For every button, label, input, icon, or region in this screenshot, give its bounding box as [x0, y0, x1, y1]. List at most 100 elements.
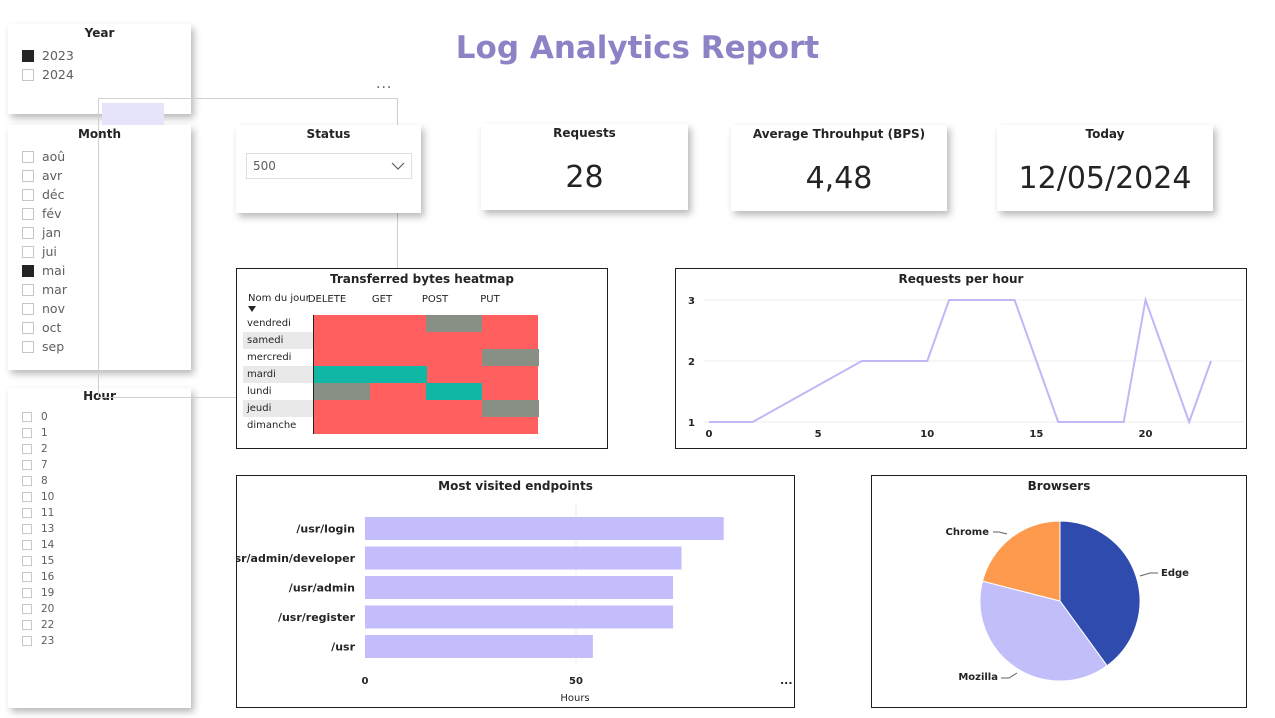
hour-item-15[interactable]: 15 — [22, 553, 54, 569]
checkbox-icon[interactable] — [22, 169, 34, 182]
checkbox-icon[interactable] — [22, 283, 34, 296]
hour-item-16[interactable]: 16 — [22, 569, 54, 585]
checkbox-icon[interactable] — [22, 245, 34, 258]
hour-item-label: 10 — [41, 491, 55, 503]
heatmap-cell[interactable] — [314, 383, 370, 400]
checkbox-icon[interactable] — [22, 340, 34, 353]
hour-item-23[interactable]: 23 — [22, 633, 54, 649]
heatmap-column-header: GET — [371, 294, 393, 305]
hour-item-label: 8 — [41, 475, 48, 487]
checkbox-icon[interactable] — [22, 150, 34, 163]
x-tick-label: 20 — [1139, 429, 1153, 440]
hour-item-2[interactable]: 2 — [22, 441, 54, 457]
month-item-label: mar — [42, 282, 67, 297]
hour-item-11[interactable]: 11 — [22, 505, 54, 521]
x-tick-label: 0 — [706, 429, 713, 440]
month-item-sep[interactable]: sep — [22, 337, 67, 356]
month-item-jan[interactable]: jan — [22, 223, 67, 242]
hour-item-label: 23 — [41, 635, 55, 647]
hour-item-1[interactable]: 1 — [22, 425, 54, 441]
checkbox-icon[interactable] — [22, 508, 32, 518]
x-tick-label: 0 — [362, 676, 369, 687]
month-item-déc[interactable]: déc — [22, 185, 67, 204]
checkbox-icon[interactable] — [22, 444, 32, 454]
checkbox-icon[interactable] — [22, 207, 34, 220]
checkbox-icon[interactable] — [22, 68, 34, 81]
status-dropdown[interactable]: 500 — [246, 153, 412, 179]
checkbox-icon[interactable] — [22, 321, 34, 334]
today-card: Today 12/05/2024 — [997, 125, 1213, 211]
heatmap-cell[interactable] — [426, 315, 482, 332]
endpoints-panel: Most visited endpoints /usr/login/usr/ad… — [236, 475, 795, 708]
checkbox-icon[interactable] — [22, 492, 32, 502]
hour-item-22[interactable]: 22 — [22, 617, 54, 633]
hour-slicer: Hour 0 1 2 7 8 10 11 13 14 15 16 19 20 22 23 — [8, 388, 191, 708]
browsers-panel: Browsers Edge Mozilla Chrome — [871, 475, 1247, 708]
checkbox-icon[interactable] — [22, 588, 32, 598]
pie-slice-chrome — [981, 520, 1061, 602]
checkbox-icon[interactable] — [22, 604, 32, 614]
month-item-mai[interactable]: mai — [22, 261, 67, 280]
month-item-mar[interactable]: mar — [22, 280, 67, 299]
checkbox-icon[interactable] — [22, 572, 32, 582]
hour-item-0[interactable]: 0 — [22, 409, 54, 425]
bar — [365, 546, 682, 570]
heatmap-row-header: Nom du jour — [248, 293, 310, 304]
checkbox-icon[interactable] — [22, 188, 34, 201]
checkbox-icon[interactable] — [22, 476, 32, 486]
checkbox-icon[interactable] — [22, 620, 32, 630]
month-item-label: déc — [42, 187, 65, 202]
year-item-label: 2023 — [42, 48, 74, 63]
sort-desc-icon[interactable] — [248, 306, 256, 312]
heatmap-column-header: PUT — [480, 294, 500, 305]
y-tick-label: 3 — [688, 296, 695, 307]
pie-slice-edge — [1059, 520, 1141, 667]
hour-item-7[interactable]: 7 — [22, 457, 54, 473]
hour-item-19[interactable]: 19 — [22, 585, 54, 601]
month-item-jui[interactable]: jui — [22, 242, 67, 261]
month-item-fév[interactable]: fév — [22, 204, 67, 223]
heatmap-column-header: DELETE — [307, 294, 347, 305]
pie-slice-mozilla — [979, 580, 1108, 682]
hour-item-8[interactable]: 8 — [22, 473, 54, 489]
year-slicer: Year 2023 2024 — [8, 24, 191, 114]
month-item-oct[interactable]: oct — [22, 318, 67, 337]
requests-card: Requests 28 — [481, 124, 688, 210]
checkbox-icon[interactable] — [22, 428, 32, 438]
checkbox-icon[interactable] — [22, 540, 32, 550]
hour-item-20[interactable]: 20 — [22, 601, 54, 617]
checkbox-icon[interactable] — [22, 49, 34, 62]
checkbox-icon[interactable] — [22, 302, 34, 315]
more-options-button[interactable]: ... — [376, 76, 393, 92]
heatmap-cell[interactable] — [482, 400, 539, 417]
bar-category-label: /usr/register — [278, 611, 356, 624]
pie-chart-title: Browsers — [1027, 479, 1091, 493]
month-item-label: jan — [42, 225, 62, 240]
bar-category-label: /usr/admin/developer — [237, 552, 356, 565]
heatmap-cell[interactable] — [426, 383, 482, 400]
checkbox-icon[interactable] — [22, 412, 32, 422]
month-item-nov[interactable]: nov — [22, 299, 67, 318]
checkbox-icon[interactable] — [22, 556, 32, 566]
hour-item-14[interactable]: 14 — [22, 537, 54, 553]
hour-item-label: 0 — [41, 411, 48, 423]
month-item-aoû[interactable]: aoû — [22, 147, 67, 166]
checkbox-icon[interactable] — [22, 460, 32, 470]
chevron-down-icon — [391, 162, 405, 170]
checkbox-icon[interactable] — [22, 636, 32, 646]
year-item-2024[interactable]: 2024 — [22, 65, 74, 84]
month-item-avr[interactable]: avr — [22, 166, 67, 185]
hour-item-label: 20 — [41, 603, 55, 615]
heatmap-cell[interactable] — [482, 349, 539, 366]
leader-line — [993, 531, 1008, 535]
year-item-2023[interactable]: 2023 — [22, 46, 74, 65]
checkbox-icon[interactable] — [22, 524, 32, 534]
checkbox-icon[interactable] — [22, 264, 34, 277]
month-item-label: fév — [42, 206, 62, 221]
hour-item-10[interactable]: 10 — [22, 489, 54, 505]
heatmap-cell[interactable] — [314, 366, 427, 383]
status-slicer: Status 500 — [236, 125, 421, 213]
hour-item-13[interactable]: 13 — [22, 521, 54, 537]
y-tick-label: 1 — [688, 418, 695, 429]
checkbox-icon[interactable] — [22, 226, 34, 239]
